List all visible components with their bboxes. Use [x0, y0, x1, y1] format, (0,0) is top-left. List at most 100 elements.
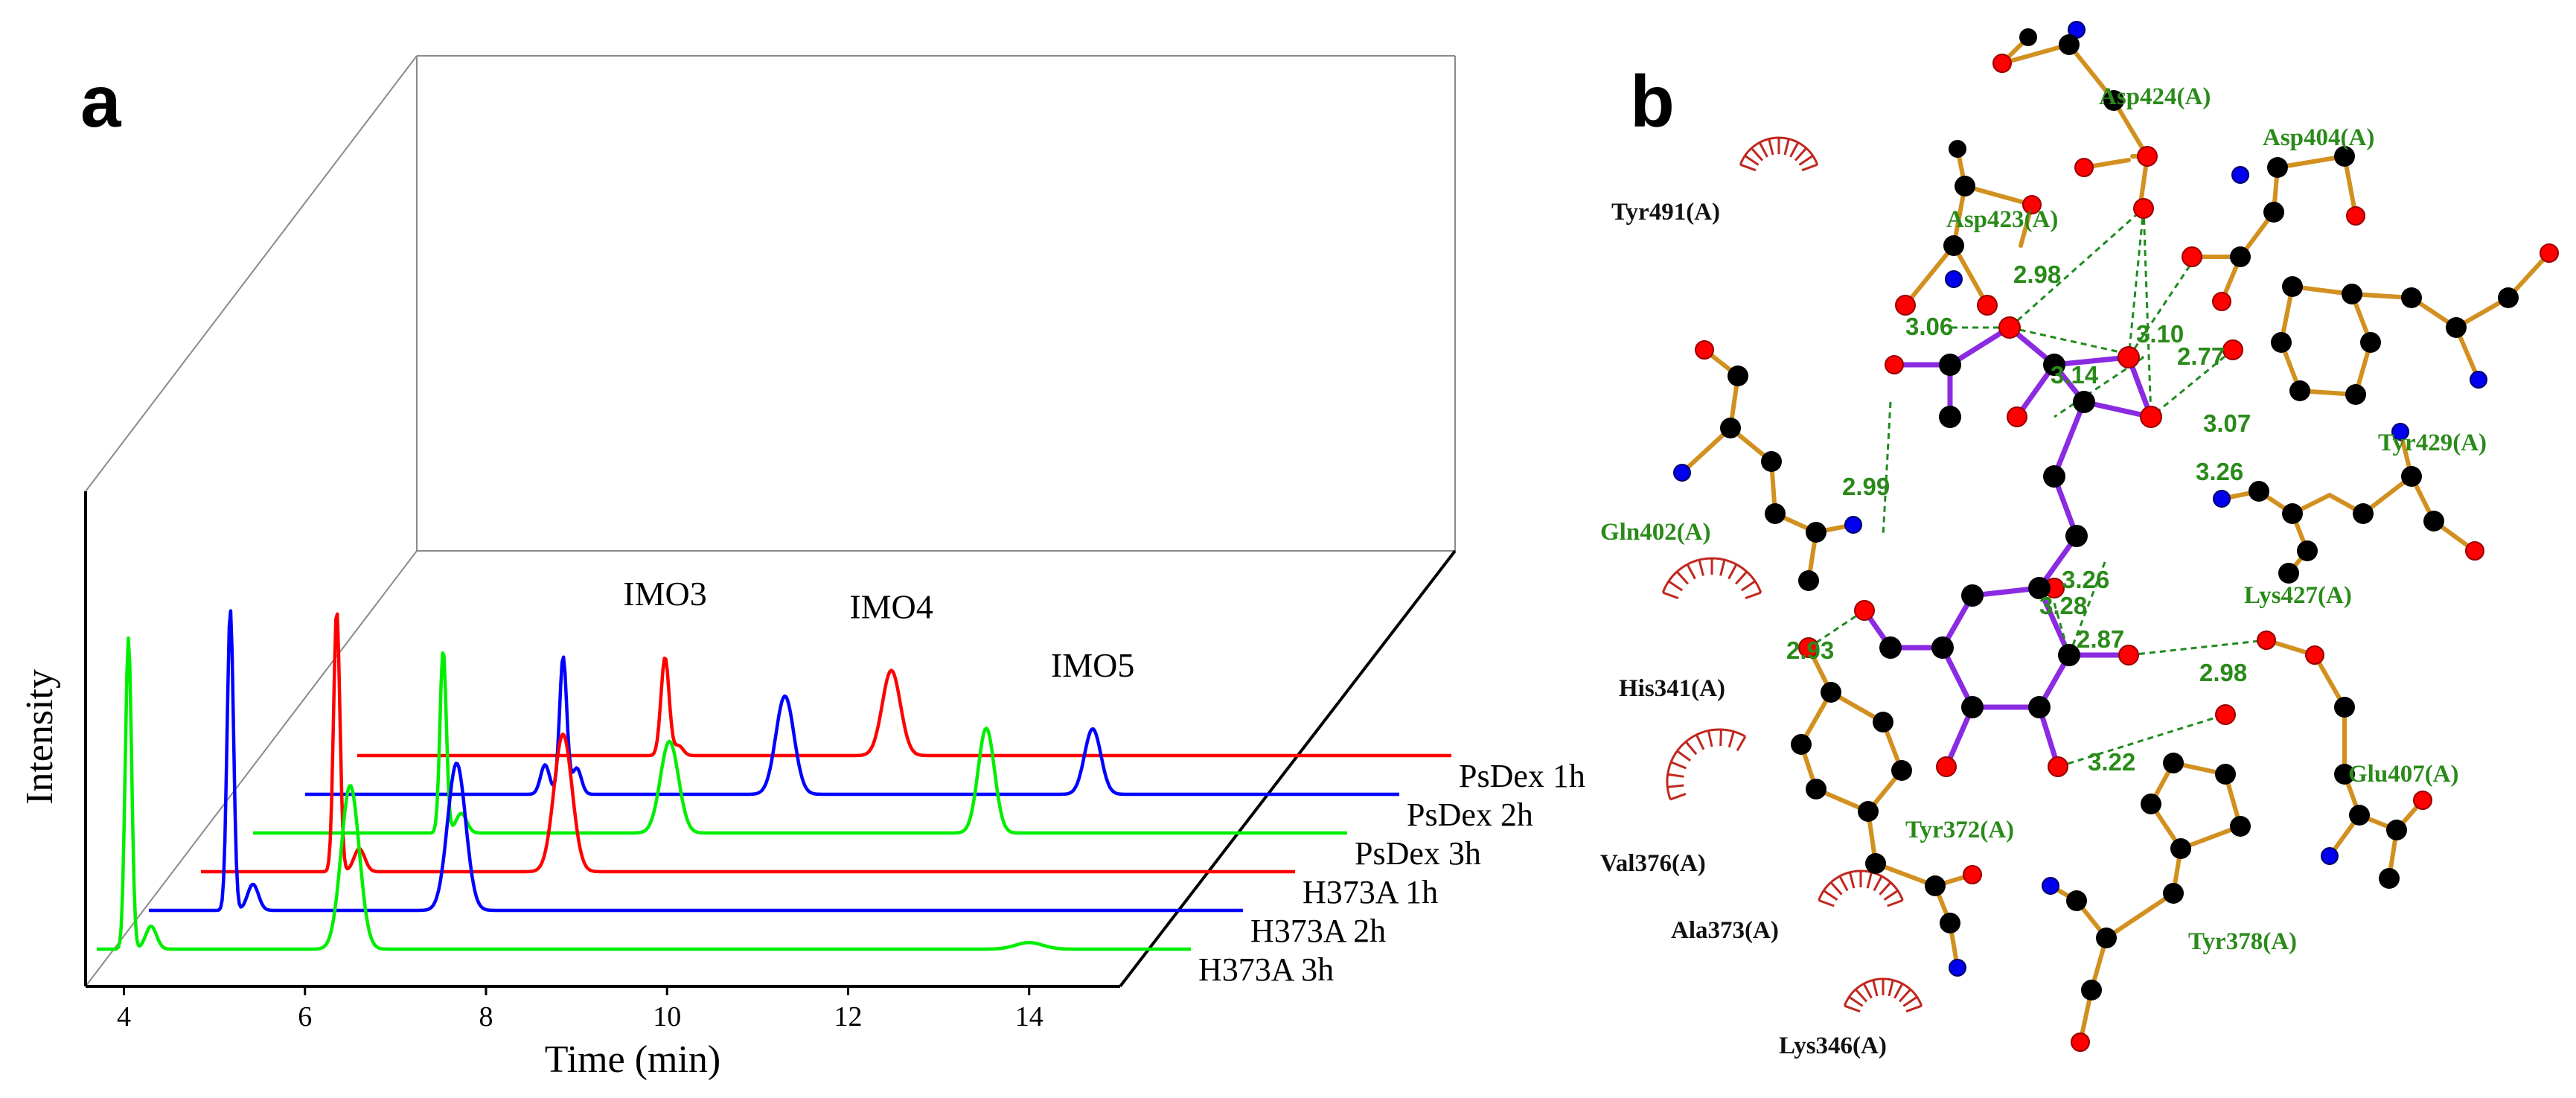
- box-depth-top: [85, 55, 418, 492]
- residue-label: Lys427(A): [2244, 582, 2352, 609]
- hydrophobic-spoke: [1887, 899, 1903, 907]
- hydrogen-bonds: [1808, 207, 2267, 768]
- residue-label: Asp404(A): [2263, 124, 2374, 151]
- hydrophobic-spoke: [1783, 138, 1790, 156]
- series-label: H373A 1h: [1303, 874, 1438, 910]
- hbond-distance: 3.22: [2088, 748, 2135, 776]
- hydrophobic-spoke: [1707, 730, 1713, 747]
- hydrophobic-spoke: [1719, 559, 1726, 576]
- residue-labels: Asp424(A) Asp404(A) Tyr491(A) Asp423(A) Tyr4…: [1600, 83, 2487, 1059]
- hydrophobic-spoke: [1798, 155, 1814, 166]
- box-depth-bottom: [85, 550, 418, 987]
- residue-label: Asp423(A): [1946, 206, 2058, 233]
- hydrophobic-spoke: [1739, 163, 1757, 172]
- hydrophobic-spoke: [1879, 881, 1892, 896]
- hydrophobic-spoke: [1745, 591, 1762, 599]
- x-tick-label: 8: [479, 1001, 493, 1032]
- hydrophobic-spoke: [1736, 735, 1747, 752]
- chromatogram-traces: [96, 609, 1451, 951]
- hydrophobic-spoke: [1849, 872, 1856, 889]
- trace-h373a-1h: [200, 612, 1295, 874]
- hydrophobic-spoke: [1728, 564, 1738, 580]
- residue-label: Lys346(A): [1779, 1032, 1887, 1059]
- depth-axis-line: [1119, 549, 1457, 988]
- hbond-distance: 3.26: [2196, 458, 2243, 485]
- hydrophobic-spoke: [1794, 147, 1807, 162]
- x-axis-title: Time (min): [545, 1038, 720, 1081]
- hydrophobic-spoke: [1872, 980, 1879, 997]
- hydrophobic-spoke: [1898, 989, 1911, 1003]
- residue-label: Tyr372(A): [1905, 817, 2014, 843]
- hbond-distance: 2.98: [2013, 261, 2061, 288]
- series-label: H373A 2h: [1250, 913, 1386, 949]
- x-tick-label: 14: [1015, 1001, 1043, 1032]
- trace-h373a-2h: [148, 609, 1243, 913]
- hydrophobic-spoke: [1866, 872, 1873, 889]
- x-tick-label: 10: [653, 1001, 681, 1032]
- hydrophobic-spoke: [1676, 570, 1689, 585]
- hydrophobic-spoke: [1801, 163, 1818, 172]
- hydrophobic-spoke: [1669, 793, 1687, 801]
- waterfall-box: [85, 55, 1456, 987]
- hydrophobic-contacts: [1661, 136, 1923, 1013]
- residue-label: Tyr378(A): [2188, 928, 2297, 955]
- series-label: PsDex 3h: [1355, 835, 1481, 872]
- hydrophobic-spoke: [1670, 761, 1687, 770]
- hbond-distance: 2.98: [2199, 659, 2247, 686]
- residue-label: Tyr491(A): [1611, 199, 1720, 226]
- residue-label: His341(A): [1619, 675, 1725, 702]
- hbond-distance: 3.28: [2039, 592, 2087, 619]
- hydrophobic-spoke: [1905, 1004, 1923, 1013]
- residue-label: Asp424(A): [2099, 83, 2211, 110]
- panel-letter-a: a: [80, 60, 122, 142]
- peak-label-imo5: IMO5: [1051, 646, 1134, 684]
- hydrophobic-spoke: [1758, 141, 1768, 158]
- residue-label: Tyr429(A): [2378, 430, 2487, 456]
- hbond-distance: 3.26: [2062, 566, 2109, 593]
- series-label: PsDex 2h: [1407, 797, 1533, 833]
- hydrophobic-spoke: [1888, 980, 1894, 997]
- hbond-distance: 2.87: [2077, 625, 2124, 653]
- hbond-distance: 2.93: [1786, 636, 1834, 664]
- hydrophobic-spoke: [1667, 784, 1684, 788]
- hydrophobic-spoke: [1818, 899, 1835, 907]
- hydrophobic-spoke: [1893, 983, 1904, 999]
- hydrophobic-spoke: [1902, 996, 1918, 1007]
- hydrophobic-spoke: [1668, 580, 1684, 592]
- hydrophobic-spoke: [1735, 570, 1748, 585]
- hydrophobic-spoke: [1667, 773, 1684, 778]
- panel-b-interaction-map: b: [1600, 21, 2559, 1059]
- trace-psdex-3h: [252, 651, 1347, 835]
- hydrophobic-spoke: [1844, 1004, 1861, 1013]
- hydrophobic-spoke: [1740, 580, 1756, 592]
- hydrophobic-spoke: [1823, 890, 1838, 901]
- hydrophobic-spoke: [1719, 729, 1722, 747]
- series-label: PsDex 1h: [1459, 758, 1585, 794]
- x-tick-label: 6: [298, 1001, 312, 1032]
- x-tick-label: 12: [834, 1001, 862, 1032]
- trace-psdex-2h: [304, 655, 1399, 797]
- hbond-distance: 3.07: [2203, 409, 2251, 437]
- peak-label-imo3: IMO3: [623, 575, 706, 613]
- hydrophobic-spoke: [1728, 731, 1735, 748]
- hydrophobic-spoke: [1862, 983, 1873, 999]
- residue-label: Ala373(A): [1671, 917, 1779, 944]
- trace-h373a-3h: [96, 636, 1191, 951]
- hydrophobic-spoke: [1855, 989, 1868, 1003]
- peak-labels: IMO3 IMO4 IMO5: [623, 575, 1134, 684]
- x-tick-label: 4: [117, 1001, 131, 1032]
- hydrophobic-spoke: [1662, 591, 1679, 599]
- hydrophobic-spoke: [1883, 890, 1899, 901]
- residue-label: Glu407(A): [2348, 761, 2459, 788]
- panel-a-chromatogram: a 4 6 8 10 12 14 Time (min) Intensity PsDex 1…: [19, 55, 1585, 1081]
- panel-letter-b: b: [1630, 60, 1675, 142]
- hbond-distance: 2.77: [2177, 342, 2225, 370]
- hbond-distance: 3.06: [1905, 313, 1953, 340]
- hydrophobic-spoke: [1848, 996, 1864, 1007]
- hbond-distance: 3.10: [2136, 320, 2184, 348]
- hbond-distance-labels: 2.983.06 3.103.142.773.073.262.993.263.28…: [1786, 261, 2251, 776]
- residue-label: Val376(A): [1600, 850, 1706, 877]
